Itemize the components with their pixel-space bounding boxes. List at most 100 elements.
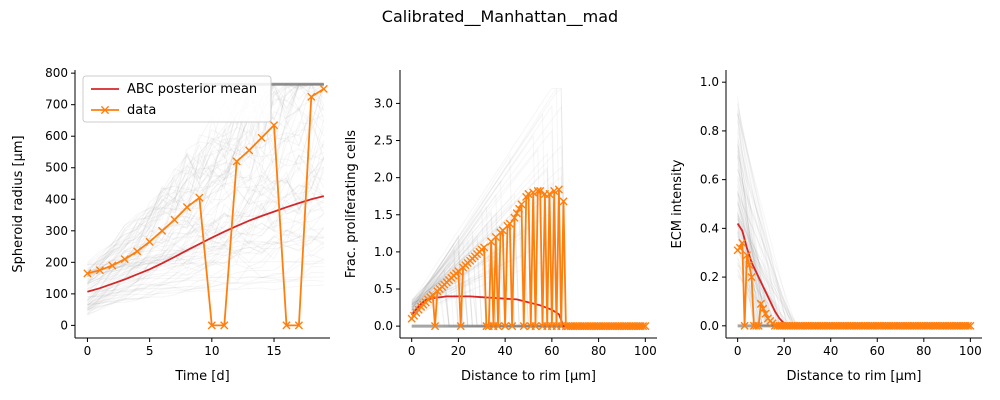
x-axis-label: Distance to rim [μm] [461, 369, 596, 384]
data-point [307, 92, 316, 101]
y-tick-label: 400 [45, 192, 68, 206]
data-point [282, 321, 291, 330]
y-tick-label: 700 [45, 98, 68, 112]
data-point [232, 157, 241, 166]
data-point [501, 322, 510, 331]
y-tick-label: 0.4 [700, 221, 719, 235]
x-tick-label: 100 [634, 344, 657, 358]
x-tick-label: 40 [497, 344, 512, 358]
data-point [754, 321, 763, 330]
legend-label: ABC posterior mean [127, 82, 257, 97]
series-data [407, 185, 650, 331]
data-point [207, 321, 216, 330]
y-tick-label: 300 [45, 224, 68, 238]
data-point [735, 243, 745, 252]
y-tick-label: 0.8 [700, 124, 719, 138]
data-point [182, 203, 192, 212]
data-point [761, 309, 770, 318]
data-point [145, 237, 154, 246]
data-point [550, 186, 559, 196]
data-point [482, 322, 491, 331]
data-point [752, 321, 761, 330]
data-point [738, 238, 747, 248]
x-tick-label: 80 [916, 344, 931, 358]
data-point [170, 215, 179, 224]
y-tick-label: 100 [45, 287, 68, 301]
data-point [120, 255, 129, 264]
data-point [517, 200, 526, 209]
data-point [220, 321, 229, 330]
data-point [245, 146, 254, 155]
data-point [963, 321, 973, 330]
legend-box [82, 75, 272, 123]
y-tick-label: 800 [45, 66, 68, 80]
data-point [759, 304, 768, 313]
series-data [83, 84, 328, 330]
x-axis-label: Distance to rim [μm] [787, 369, 922, 384]
y-tick-label: 1.5 [374, 208, 393, 222]
chart-panel-1: 0 5 10 15 0 100 200 300 400 500 600 700 800 Time [d] S… [11, 66, 330, 384]
data-point [108, 261, 117, 270]
chart-panel-3: 0 20 40 60 80 100 0.0 0.2 0.4 0.6 0.8 1.0 Distance t… [670, 70, 982, 384]
data-point [505, 219, 514, 228]
data-point [257, 133, 266, 142]
data-point [508, 322, 517, 331]
y-axis-label: Frac. proliferating cells [344, 130, 359, 278]
data-point [519, 322, 528, 331]
y-tick-label: 0 [60, 318, 68, 332]
data-point [515, 204, 524, 213]
series-line [87, 195, 325, 293]
x-tick-label: 60 [544, 344, 559, 358]
y-tick-label: 0.5 [374, 282, 393, 296]
data-point [756, 299, 766, 308]
data-point [745, 260, 754, 270]
data-point [512, 209, 521, 218]
data-point [430, 322, 440, 331]
x-tick-label: 20 [451, 344, 466, 358]
data-point [480, 243, 489, 252]
y-tick-label: 0.6 [700, 173, 719, 187]
x-axis-label: Time [d] [174, 369, 229, 384]
data-point [533, 186, 542, 196]
data-point [157, 226, 167, 235]
y-tick-label: 2.5 [374, 134, 393, 148]
data-point [966, 321, 975, 330]
y-tick-label: 600 [45, 129, 68, 143]
data-point [510, 213, 519, 222]
y-axis-label: ECM intensity [670, 159, 685, 248]
y-axis-label: Spheroid radius [μm] [11, 135, 26, 272]
x-tick-label: 5 [146, 344, 154, 358]
legend-label: data [127, 103, 156, 118]
x-tick-label: 0 [408, 344, 416, 358]
data-point [747, 272, 756, 282]
series-abc-posterior-mean [87, 195, 325, 293]
simulation-samples [737, 96, 971, 328]
legend-marker [100, 105, 110, 115]
x-tick-label: 80 [591, 344, 606, 358]
x-tick-label: 15 [266, 344, 281, 358]
chart-panel-2: 0 20 40 60 80 100 0.0 0.5 1.0 1.5 2.0 2.5 3.0 Distanc… [344, 70, 657, 384]
data-point [269, 121, 279, 130]
data-point [456, 322, 465, 331]
x-tick-label: 60 [870, 344, 885, 358]
data-point [83, 269, 92, 278]
data-point [536, 186, 545, 196]
y-tick-label: 200 [45, 255, 68, 269]
data-point [195, 193, 204, 202]
legend: ABC posterior mean data [82, 75, 272, 123]
y-tick-label: 0.2 [700, 270, 719, 284]
data-point [554, 185, 563, 194]
y-tick-label: 0.0 [374, 319, 393, 333]
data-point [133, 247, 142, 256]
x-tick-label: 20 [777, 344, 792, 358]
data-point [742, 251, 752, 260]
data-point [559, 197, 568, 206]
y-tick-label: 500 [45, 161, 68, 175]
x-tick-label: 10 [204, 344, 219, 358]
y-tick-label: 0.0 [700, 319, 719, 333]
x-tick-label: 100 [959, 344, 982, 358]
x-tick-label: 0 [84, 344, 92, 358]
data-point [531, 322, 540, 331]
